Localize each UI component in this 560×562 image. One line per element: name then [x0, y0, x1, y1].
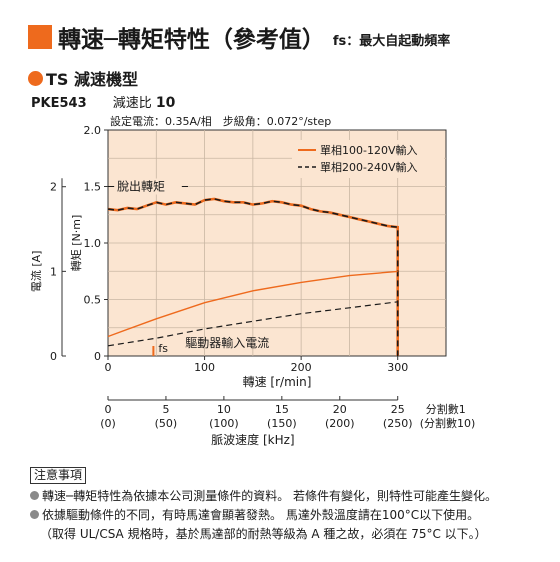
x-tick-label: 200	[291, 361, 312, 374]
legend-label-120v: 單相100-120V輸入	[320, 143, 418, 157]
current-line-240v	[107, 301, 398, 347]
bullet-icon	[30, 491, 39, 500]
note-item: 依據驅動條件的不同，有時馬達會顯著發熱。 馬達外殼溫度請在100°C以下使用。	[30, 506, 555, 525]
driver-current-label: 驅動器輸入電流	[185, 335, 269, 350]
y-tick-label: 1.0	[84, 237, 102, 250]
y2-tick-label: 2	[50, 181, 57, 194]
y-tick-label: 0	[94, 350, 101, 363]
model-row: PKE543 減速比 10	[31, 92, 175, 111]
legend-box	[292, 140, 444, 178]
title-row: 轉速─轉矩特性（參考值） fs：最大自起動頻率	[28, 22, 451, 53]
pulse-tick-label: 5	[162, 403, 169, 416]
pulse-tick-label: 10	[217, 403, 231, 416]
x-tick-label: 100	[194, 361, 215, 374]
model-name: PKE543	[31, 96, 87, 111]
setting-text: 設定電流：0.35A/相 步級角：0.072°/step	[110, 114, 331, 128]
bullet-icon	[30, 510, 39, 519]
pulse-tick-sub-label: (150)	[267, 417, 297, 430]
pulse-tick-label: 20	[333, 403, 347, 416]
pulse-tick-sub-label: (100)	[209, 417, 239, 430]
series-label: TS 減速機型	[46, 70, 139, 89]
pulse-tick-label: 25	[391, 403, 405, 416]
y-axis-label: 轉矩 [N·m]	[70, 215, 83, 272]
x-tick-label: 300	[387, 361, 408, 374]
y-tick-label: 1.5	[84, 181, 102, 194]
pulse-tick-sub-label: (250)	[383, 417, 413, 430]
pulse-tick-sub-label: (50)	[155, 417, 178, 430]
note-sub-text: （取得 UL/CSA 規格時，基於馬達部的耐熱等級為 A 種之故，必須在 75°…	[40, 527, 487, 541]
pulse-axis-label: 脈波速度 [kHz]	[211, 432, 294, 447]
pulse-tick-sub-label: (0)	[100, 417, 116, 430]
notes-title: 注意事項	[30, 467, 87, 484]
fs-label: fs	[158, 342, 168, 355]
y-tick-label: 2.0	[84, 124, 102, 137]
pullout-label: 脫出轉矩	[117, 179, 165, 194]
torque-line-240v	[107, 198, 399, 356]
note-text-2: 依據驅動條件的不同，有時馬達會顯著發熱。 馬達外殼溫度請在100°C以下使用。	[42, 508, 480, 522]
notes-section: 注意事項 轉速─轉矩特性為依據本公司測量條件的資料。 若條件有變化，則特性可能產…	[30, 466, 555, 544]
series-row: TS 減速機型	[28, 66, 138, 90]
pulse-div-label: 分割數1	[426, 402, 466, 416]
title-square-icon	[28, 25, 52, 49]
note-item: 轉速─轉矩特性為依據本公司測量條件的資料。 若條件有變化，則特性可能產生變化。	[30, 487, 555, 506]
page-subtitle: fs：最大自起動頻率	[332, 33, 451, 49]
y2-tick-label: 1	[50, 265, 57, 278]
pullout-label-bg	[115, 178, 181, 195]
y2-axis-label: 電流 [A]	[29, 251, 43, 293]
x-tick-label: 0	[105, 361, 112, 374]
legend-label-240v: 單相200-240V輸入	[320, 160, 418, 174]
ratio-label: 減速比	[112, 96, 152, 111]
series-dot-icon	[28, 70, 43, 86]
page-title: 轉速─轉矩特性（參考值）	[58, 27, 325, 53]
pulse-tick-label: 0	[105, 403, 112, 416]
pulse-tick-label: 15	[275, 403, 289, 416]
pulse-tick-sub-label: (200)	[325, 417, 355, 430]
current-line-120v	[107, 270, 398, 338]
pulse-div-sub-label: (分割數10)	[420, 416, 476, 430]
note-text-1: 轉速─轉矩特性為依據本公司測量條件的資料。 若條件有變化，則特性可能產生變化。	[42, 489, 498, 503]
y-tick-label: 0.5	[84, 294, 102, 307]
ratio-value: 10	[155, 95, 176, 111]
y2-tick-label: 0	[50, 350, 57, 363]
x-axis-label: 轉速 [r/min]	[243, 375, 312, 389]
